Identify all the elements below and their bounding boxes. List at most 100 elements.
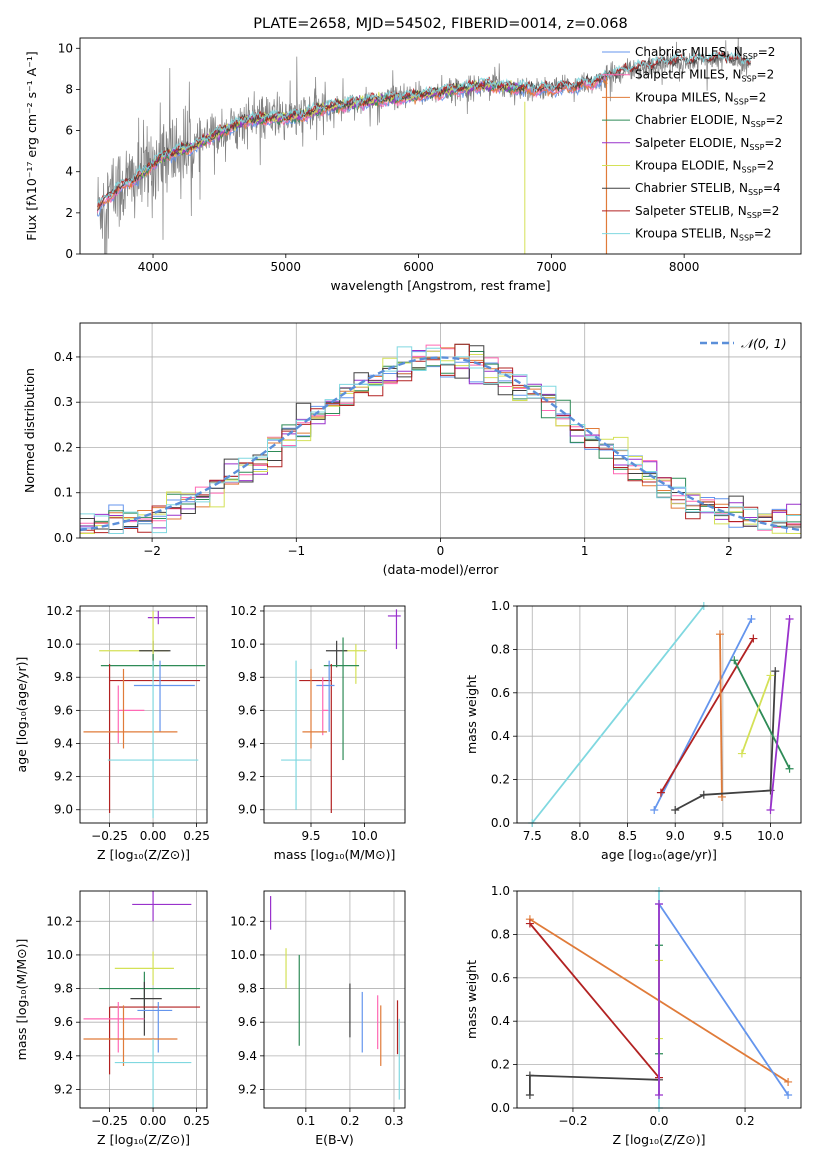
y-tick-label: 9.6 xyxy=(238,703,257,717)
legend-label: Kroupa ELODIE, NSSP=2 xyxy=(635,159,774,175)
legend-label-part: Chabrier STELIB, N xyxy=(635,181,748,195)
legend-label: Chabrier STELIB, NSSP=4 xyxy=(635,181,781,197)
y-tick-label: 9.2 xyxy=(238,1082,257,1096)
x-tick-label: 0.00 xyxy=(140,1114,167,1128)
x-axis-label: Z [log₁₀(Z/Z⊙)] xyxy=(97,1132,190,1147)
x-tick-label: 10.0 xyxy=(351,829,378,843)
y-tick-label: 9.0 xyxy=(238,803,257,817)
legend-label-part: =2 xyxy=(758,45,776,59)
x-tick-label: 0.2 xyxy=(340,1114,359,1128)
y-tick-label: 9.2 xyxy=(238,770,257,784)
legend-label-part: =2 xyxy=(757,68,775,82)
x-tick-label: −0.25 xyxy=(91,1114,128,1128)
legend-label-sub: SSP xyxy=(747,211,762,220)
x-tick-label: −0.25 xyxy=(91,829,128,843)
y-axis-label: Normed distribution xyxy=(22,368,37,493)
frame-mass_weight_vs_z xyxy=(516,890,802,1109)
legend-label-part: =4 xyxy=(763,181,781,195)
x-tick-label: −1 xyxy=(287,544,305,558)
legend-label-sub: SSP xyxy=(739,234,754,243)
legend-label-part: =2 xyxy=(757,159,775,173)
plus-marker xyxy=(655,900,663,909)
legend-label-part: =2 xyxy=(766,113,784,127)
weight-line xyxy=(769,618,791,811)
legend-label-part: Chabrier ELODIE, N xyxy=(635,113,751,127)
frame-mass_weight_vs_age xyxy=(516,605,802,824)
y-tick-label: 0.8 xyxy=(491,927,510,941)
x-axis-label: age [log₁₀(age/yr)] xyxy=(601,847,717,862)
plus-marker xyxy=(785,615,794,624)
legend-label-sub: SSP xyxy=(734,97,749,106)
axes-mass_weight_vs_z: −0.2 0.0 0.2 0.0 0.2 0.4 0.6 0.8 1.0 Z [log₁₀(Z/Z… xyxy=(464,884,801,1147)
y-axis-label: mass [log₁₀(M/M⊙)] xyxy=(14,939,29,1061)
legend-label: Kroupa MILES, NSSP=2 xyxy=(635,90,766,106)
weight-line xyxy=(733,659,791,770)
weight-line xyxy=(658,903,789,1096)
y-tick-label: 0.6 xyxy=(491,686,510,700)
x-axis-label: (data-model)/error xyxy=(383,562,500,577)
y-tick-label: 10 xyxy=(58,41,73,55)
histogram-series xyxy=(80,347,801,534)
y-tick-label: 9.8 xyxy=(54,670,73,684)
weight-line xyxy=(529,1074,660,1095)
y-tick-label: 0.4 xyxy=(491,729,510,743)
x-axis-label: Z [log₁₀(Z/Z⊙)] xyxy=(613,1132,706,1147)
x-tick-label: 5000 xyxy=(271,260,302,274)
y-tick-label: 1.0 xyxy=(491,884,510,898)
legend-label-part: Chabrier MILES, N xyxy=(635,45,743,59)
y-tick-label: 0.0 xyxy=(491,816,510,830)
x-tick-label: −0.2 xyxy=(558,1114,587,1128)
x-tick-label: 6000 xyxy=(403,260,434,274)
x-tick-label: 4000 xyxy=(138,260,169,274)
y-tick-label: 0.0 xyxy=(54,531,73,545)
y-axis-label: Flux [fλ10⁻¹⁷ erg cm⁻² s⁻¹ A⁻¹] xyxy=(24,51,39,240)
y-tick-label: 10.0 xyxy=(230,948,257,962)
y-tick-label: 0.1 xyxy=(54,486,73,500)
y-tick-label: 2 xyxy=(65,206,73,220)
plus-marker xyxy=(525,919,534,928)
spectrum-frame xyxy=(79,37,802,255)
plus-marker xyxy=(784,1077,793,1086)
weight-line xyxy=(674,671,777,811)
y-tick-label: 0.3 xyxy=(54,395,73,409)
plus-marker xyxy=(656,788,665,797)
y-tick-label: 9.8 xyxy=(54,982,73,996)
x-axis-label: wavelength [Angstrom, rest frame] xyxy=(330,278,550,293)
legend-label-part: Salpeter ELODIE, N xyxy=(635,136,749,150)
legend-label-part: Salpeter STELIB, N xyxy=(635,204,747,218)
y-tick-label: 0.4 xyxy=(54,350,73,364)
plus-marker xyxy=(771,667,780,676)
x-axis-label: mass [log₁₀(M/M⊙)] xyxy=(274,847,396,862)
plus-marker xyxy=(785,764,794,773)
x-tick-label: 7000 xyxy=(536,260,567,274)
y-tick-label: 9.4 xyxy=(54,736,73,750)
weight-line xyxy=(653,618,753,811)
y-tick-label: 10.0 xyxy=(46,948,73,962)
legend-label-part: =2 xyxy=(754,227,772,241)
legend-label-part: Salpeter MILES, N xyxy=(635,68,742,82)
x-tick-label: 2 xyxy=(725,544,733,558)
lines-mass_weight_vs_z xyxy=(525,887,793,1112)
legend-label: Salpeter ELODIE, NSSP=2 xyxy=(635,136,782,152)
plus-marker xyxy=(525,1071,534,1080)
y-tick-label: 10.2 xyxy=(46,914,73,928)
plus-marker xyxy=(737,749,746,758)
y-tick-label: 0 xyxy=(65,247,73,261)
x-tick-label: 8.0 xyxy=(570,829,589,843)
legend-label-sub: SSP xyxy=(742,166,757,175)
y-tick-label: 8 xyxy=(65,82,73,96)
plus-marker xyxy=(747,615,756,624)
x-tick-label: 0 xyxy=(437,544,445,558)
x-axis-label: E(B-V) xyxy=(315,1132,354,1147)
frame-mass_vs_z xyxy=(79,890,208,1109)
legend-label-sub: SSP xyxy=(749,143,764,152)
x-tick-label: −2 xyxy=(143,544,161,558)
legend-label-sub: SSP xyxy=(743,52,758,61)
y-tick-label: 9.2 xyxy=(54,770,73,784)
histogram-series xyxy=(80,346,801,534)
frame-mass_vs_ebv xyxy=(263,890,406,1109)
y-tick-label: 9.6 xyxy=(54,1015,73,1029)
errorbars-mass_vs_z xyxy=(83,891,201,1108)
